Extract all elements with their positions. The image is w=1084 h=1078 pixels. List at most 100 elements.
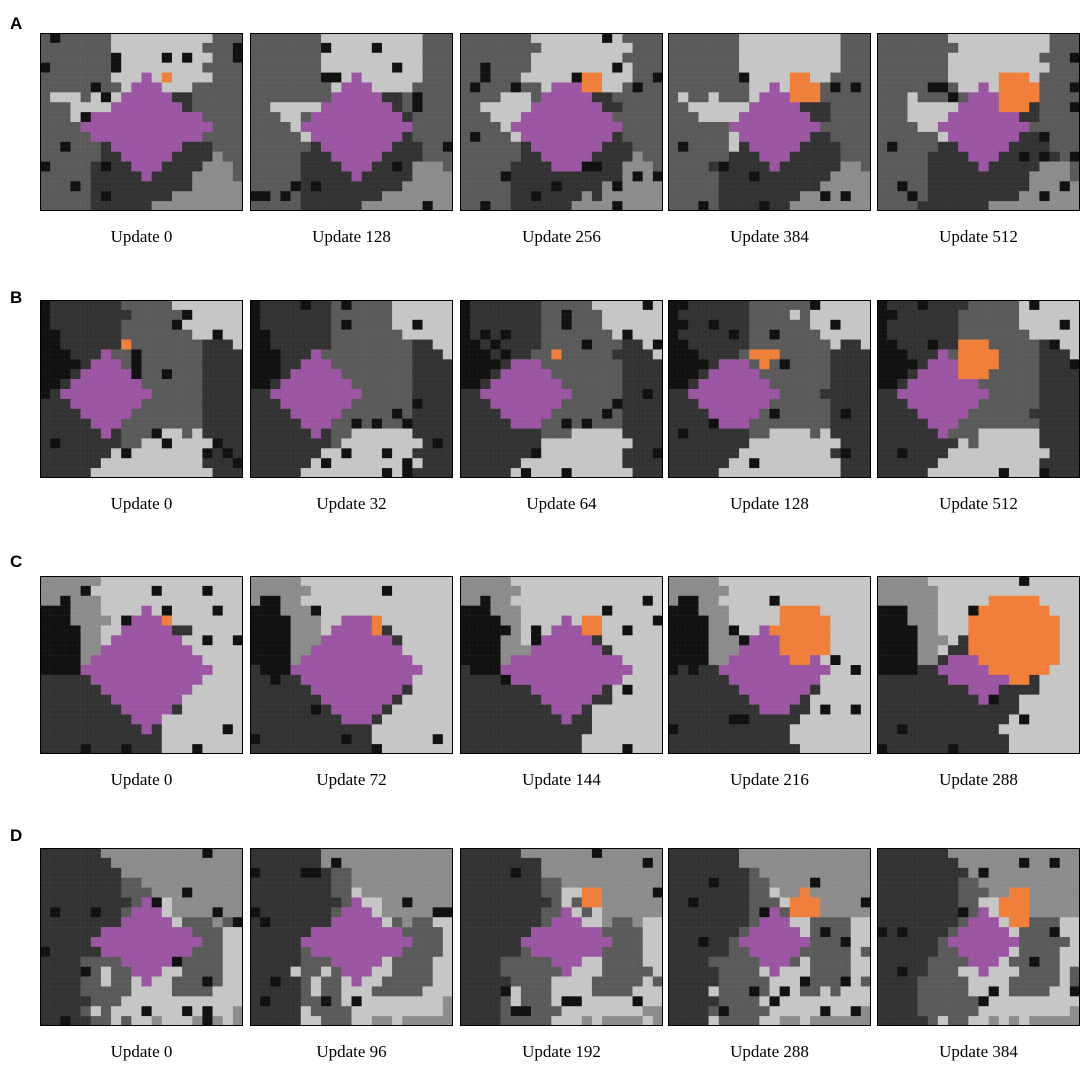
tissue-pixel — [571, 319, 583, 330]
tissue-pixel — [1008, 369, 1020, 380]
tissue-pixel — [121, 33, 132, 44]
tissue-pixel — [581, 458, 593, 469]
tissue-pixel — [1039, 428, 1050, 439]
tissue-pixel — [799, 398, 811, 410]
tissue-pixel — [622, 112, 633, 123]
tissue-pixel — [830, 339, 841, 350]
purple-cell-pixel — [310, 674, 322, 686]
purple-cell-pixel — [80, 665, 92, 676]
tissue-pixel — [232, 744, 243, 754]
tissue-pixel — [300, 171, 312, 182]
tissue-pixel — [171, 744, 183, 754]
tissue-pixel — [877, 161, 888, 172]
tissue-pixel — [90, 458, 102, 469]
tissue-pixel — [1008, 398, 1020, 410]
tissue-pixel — [1069, 408, 1080, 419]
tissue-pixel — [480, 359, 491, 370]
tissue-pixel — [591, 379, 603, 390]
tissue-pixel — [171, 576, 183, 587]
tissue-pixel — [1059, 379, 1071, 390]
simulation-grid — [460, 33, 663, 211]
tissue-pixel — [111, 42, 122, 54]
tissue-pixel — [212, 585, 223, 597]
tissue-pixel — [250, 359, 261, 370]
tissue-pixel — [232, 349, 243, 360]
tissue-pixel — [470, 625, 481, 636]
tissue-pixel — [510, 438, 522, 449]
tissue-pixel — [280, 52, 291, 63]
tissue-pixel — [432, 724, 444, 735]
purple-cell-pixel — [978, 389, 989, 400]
purple-cell-pixel — [541, 122, 552, 133]
tissue-pixel — [759, 428, 770, 439]
frame-border — [877, 300, 1080, 478]
tissue-pixel — [698, 33, 709, 44]
tissue-pixel — [688, 408, 699, 419]
tissue-pixel — [212, 359, 223, 370]
tissue-pixel — [171, 724, 183, 735]
tissue-pixel — [371, 458, 383, 469]
tissue-pixel — [907, 102, 918, 113]
tissue-pixel — [321, 458, 332, 469]
tissue-pixel — [820, 458, 831, 469]
tissue-pixel — [897, 82, 908, 93]
tissue-pixel — [490, 52, 501, 63]
tissue-pixel — [779, 201, 791, 211]
tissue-pixel — [100, 92, 112, 103]
purple-cell-pixel — [321, 645, 332, 656]
tissue-pixel — [381, 329, 393, 340]
tissue-pixel — [432, 369, 444, 380]
tissue-pixel — [520, 151, 532, 162]
tissue-pixel — [182, 694, 193, 705]
tissue-pixel — [232, 615, 243, 626]
tissue-pixel — [50, 131, 61, 143]
tissue-pixel — [739, 319, 750, 330]
tissue-pixel — [442, 605, 453, 616]
tissue-pixel — [948, 33, 959, 44]
tissue-pixel — [739, 52, 750, 63]
tissue-pixel — [121, 458, 132, 469]
purple-cell-pixel — [392, 684, 403, 695]
tissue-pixel — [642, 82, 654, 93]
tissue-pixel — [602, 102, 613, 113]
tissue-pixel — [232, 665, 243, 676]
purple-cell-pixel — [90, 359, 102, 370]
tissue-pixel — [80, 171, 92, 182]
tissue-pixel — [968, 300, 979, 311]
purple-cell-pixel — [917, 379, 929, 390]
tissue-pixel — [100, 585, 112, 597]
purple-cell-pixel — [70, 398, 81, 410]
tissue-pixel — [202, 398, 213, 410]
tissue-pixel — [171, 349, 183, 360]
tissue-pixel — [270, 122, 281, 133]
tissue-pixel — [860, 141, 871, 152]
tissue-pixel — [561, 418, 572, 429]
purple-cell-pixel — [131, 141, 142, 152]
tissue-pixel — [80, 625, 92, 636]
tissue-pixel — [232, 102, 243, 113]
purple-cell-pixel — [412, 665, 423, 676]
tissue-pixel — [361, 724, 373, 735]
tissue-pixel — [632, 122, 643, 133]
purple-cell-pixel — [310, 379, 322, 390]
tissue-pixel — [907, 339, 918, 350]
tissue-pixel — [402, 428, 413, 439]
purple-cell-pixel — [280, 389, 291, 400]
purple-cell-pixel — [341, 655, 352, 666]
purple-cell-pixel — [402, 665, 413, 676]
tissue-pixel — [361, 379, 373, 390]
purple-cell-pixel — [111, 359, 122, 370]
tissue-pixel — [182, 339, 193, 350]
tissue-pixel — [351, 418, 362, 429]
frame-border — [250, 576, 453, 754]
tissue-pixel — [460, 448, 471, 459]
tissue-pixel — [310, 191, 322, 202]
tissue-pixel — [1049, 52, 1060, 63]
tissue-pixel — [131, 428, 142, 439]
frame-c-0 — [40, 576, 243, 754]
purple-cell-pixel — [917, 408, 929, 419]
tissue-pixel — [141, 408, 152, 419]
tissue-pixel — [799, 468, 811, 478]
tissue-pixel — [371, 319, 383, 330]
tissue-pixel — [877, 72, 888, 83]
